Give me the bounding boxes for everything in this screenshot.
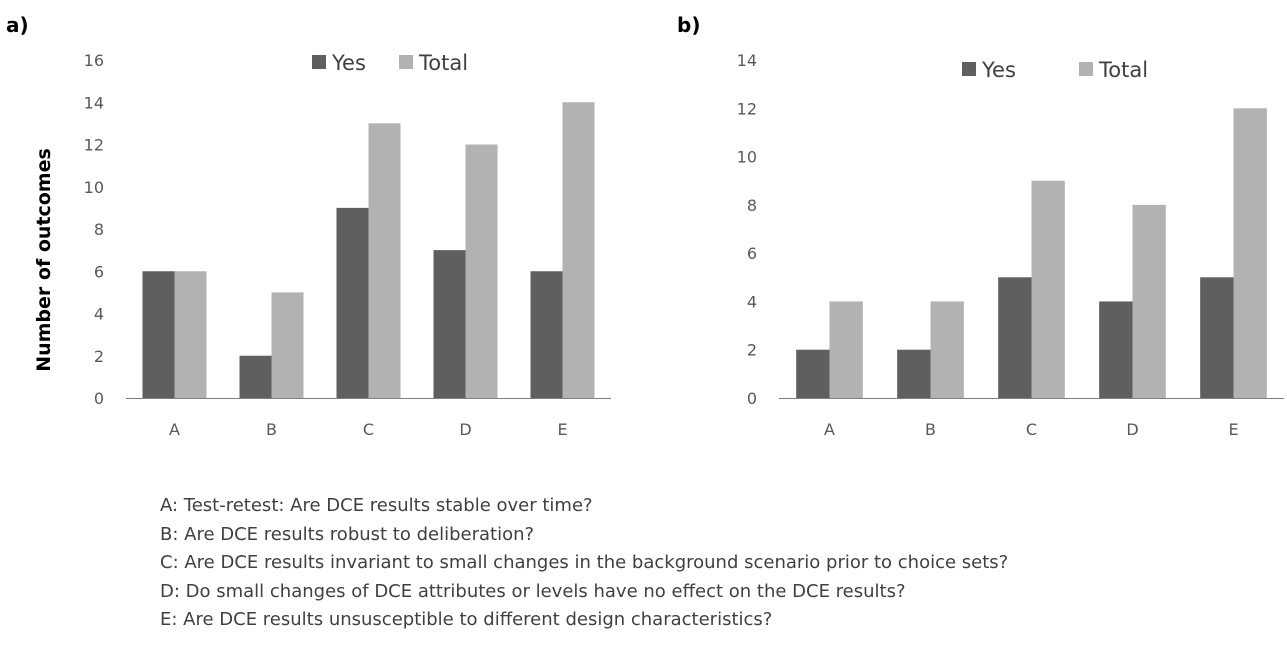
bar-a-total-a (174, 271, 207, 398)
note-a: A: Test-retest: Are DCE results stable o… (160, 495, 593, 516)
y-tick-label-b-1: 2 (747, 341, 757, 360)
bar-a-total-d (465, 144, 498, 398)
y-tick-label-a-3: 6 (94, 262, 104, 281)
y-axis-label-a: Number of outcomes (33, 148, 55, 372)
legend-label-b-yes: Yes (981, 58, 1016, 82)
legend-label-a-total: Total (418, 51, 468, 75)
bar-b-yes-b (897, 349, 931, 398)
x-tick-label-a-b: B (266, 420, 277, 439)
y-tick-label-a-4: 8 (94, 220, 104, 239)
legend-label-a-yes: Yes (331, 51, 366, 75)
legend-swatch-b-total (1079, 62, 1093, 76)
x-tick-label-b-b: B (925, 420, 936, 439)
legend-swatch-b-yes (962, 62, 976, 76)
bar-b-total-c (1031, 180, 1065, 398)
figure: a) Number of outcomes 0 2 4 6 8 10 12 14 16 A B C D… (6, 13, 1284, 439)
bar-a-yes-a (142, 271, 175, 398)
legend-label-b-total: Total (1098, 58, 1148, 82)
chart-panel-b: b) 0 2 4 6 8 10 12 14 A B C D E Yes Total (677, 13, 1284, 439)
y-tick-label-b-3: 6 (747, 244, 757, 263)
x-tick-label-a-c: C (363, 420, 374, 439)
x-tick-label-b-c: C (1026, 420, 1037, 439)
legend-b: Yes Total (962, 58, 1148, 82)
note-c: C: Are DCE results invariant to small ch… (160, 552, 1009, 573)
x-tick-label-b-a: A (824, 420, 835, 439)
y-tick-label-b-2: 4 (747, 292, 757, 311)
x-tick-label-a-d: D (459, 420, 471, 439)
y-tick-label-a-2: 4 (94, 305, 104, 324)
note-d: D: Do small changes of DCE attributes or… (160, 580, 906, 602)
bar-a-yes-e (530, 271, 563, 398)
x-tick-label-b-e: E (1228, 420, 1238, 439)
legend-swatch-a-yes (312, 55, 326, 69)
bar-b-yes-c (998, 277, 1032, 398)
y-axis-ticks-b: 0 2 4 6 8 10 12 14 (737, 51, 757, 408)
bars-b (796, 108, 1267, 399)
y-tick-label-a-0: 0 (94, 389, 104, 408)
bar-a-yes-b (239, 355, 272, 398)
bar-b-total-d (1132, 204, 1166, 398)
y-tick-label-a-7: 14 (84, 93, 104, 112)
y-tick-label-b-4: 8 (747, 196, 757, 215)
x-tick-label-a-e: E (557, 420, 567, 439)
bar-a-total-b (271, 292, 304, 398)
bar-a-yes-d (433, 250, 466, 398)
bar-b-total-a (829, 301, 863, 398)
panel-label-b: b) (677, 13, 700, 37)
y-tick-label-a-1: 2 (94, 347, 104, 366)
x-axis-ticks-a: A B C D E (169, 420, 568, 439)
y-tick-label-a-8: 16 (84, 51, 104, 70)
panel-label-a: a) (6, 13, 29, 37)
bar-b-total-b (930, 301, 964, 398)
note-b: B: Are DCE results robust to deliberatio… (160, 523, 535, 545)
y-tick-label-b-5: 10 (737, 148, 757, 167)
category-notes: A: Test-retest: Are DCE results stable o… (160, 492, 1008, 635)
x-axis-ticks-b: A B C D E (824, 420, 1239, 439)
bar-a-yes-c (336, 207, 369, 398)
x-tick-label-a-a: A (169, 420, 180, 439)
y-tick-label-b-6: 12 (737, 99, 757, 118)
note-e: E: Are DCE results unsusceptible to diff… (160, 609, 773, 630)
x-tick-label-b-d: D (1126, 420, 1138, 439)
bar-b-yes-a (796, 349, 830, 398)
y-tick-label-b-7: 14 (737, 51, 757, 70)
y-axis-ticks-a: 0 2 4 6 8 10 12 14 16 (84, 51, 104, 408)
legend-swatch-a-total (399, 55, 413, 69)
bar-b-yes-d (1099, 301, 1133, 398)
legend-a: Yes Total (312, 51, 468, 75)
y-tick-label-a-5: 10 (84, 178, 104, 197)
bar-b-yes-e (1200, 277, 1234, 398)
bars-a (142, 102, 595, 398)
bar-b-total-e (1233, 108, 1267, 399)
chart-panel-a: a) Number of outcomes 0 2 4 6 8 10 12 14 16 A B C D… (6, 13, 611, 439)
bar-a-total-e (562, 102, 595, 398)
y-tick-label-a-6: 12 (84, 136, 104, 155)
bar-a-total-c (368, 123, 401, 398)
y-tick-label-b-0: 0 (747, 389, 757, 408)
